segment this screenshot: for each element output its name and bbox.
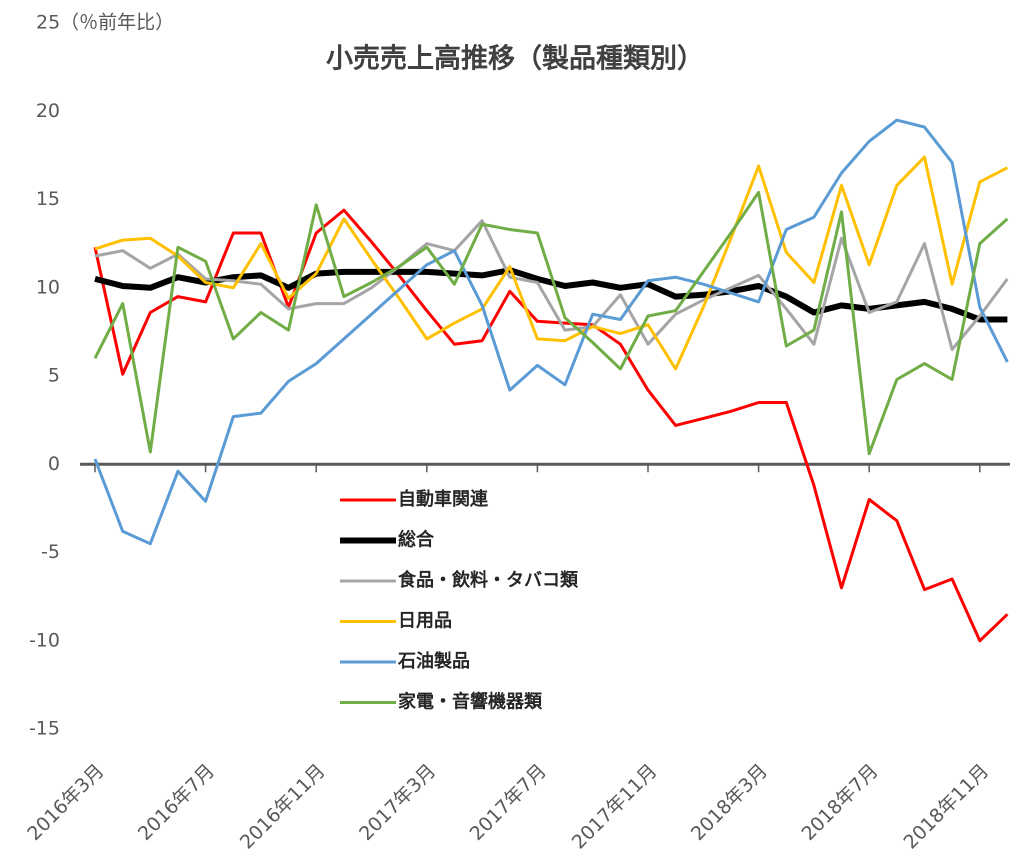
series-line (93, 190, 1009, 456)
series-line (93, 208, 1009, 643)
legend-label: 自動車関連 (398, 488, 489, 510)
y-tick-label: -5 (41, 541, 60, 563)
series-line (93, 118, 1009, 546)
x-tick-label: 2016年3月 (23, 760, 108, 845)
x-tick-label: 2017年3月 (355, 760, 440, 845)
y-tick-label: 20 (36, 100, 60, 122)
x-tick-label: 2016年7月 (134, 760, 219, 845)
legend-label: 石油製品 (397, 650, 470, 672)
y-tick-label: 15 (36, 188, 60, 210)
x-tick-label: 2018年3月 (687, 760, 772, 845)
chart-title: 小売売上高推移（製品種類別） (326, 43, 704, 75)
series-line (94, 267, 1008, 323)
y-tick-label: -10 (29, 629, 60, 651)
y-tick-label: 10 (36, 276, 60, 298)
x-tick-label: 2018年11月 (900, 760, 994, 854)
series-line (94, 155, 1009, 371)
y-tick-label: -15 (29, 718, 60, 740)
legend-label: 日用品 (398, 611, 452, 632)
legend-label: 家電・音響機器類 (398, 691, 543, 713)
legend-label: 総合 (398, 529, 435, 551)
y-tick-label: 0 (48, 453, 60, 475)
x-tick-label: 2018年7月 (797, 760, 882, 845)
y-tick-label: 25（％前年比） (36, 12, 174, 34)
series-line (94, 219, 1009, 351)
x-tick-label: 2017年11月 (568, 760, 662, 854)
x-tick-label: 2016年11月 (236, 760, 330, 854)
legend-label: 食品・飲料・タバコ類 (397, 569, 579, 591)
x-tick-label: 2017年7月 (466, 760, 551, 845)
y-tick-label: 5 (48, 365, 60, 387)
